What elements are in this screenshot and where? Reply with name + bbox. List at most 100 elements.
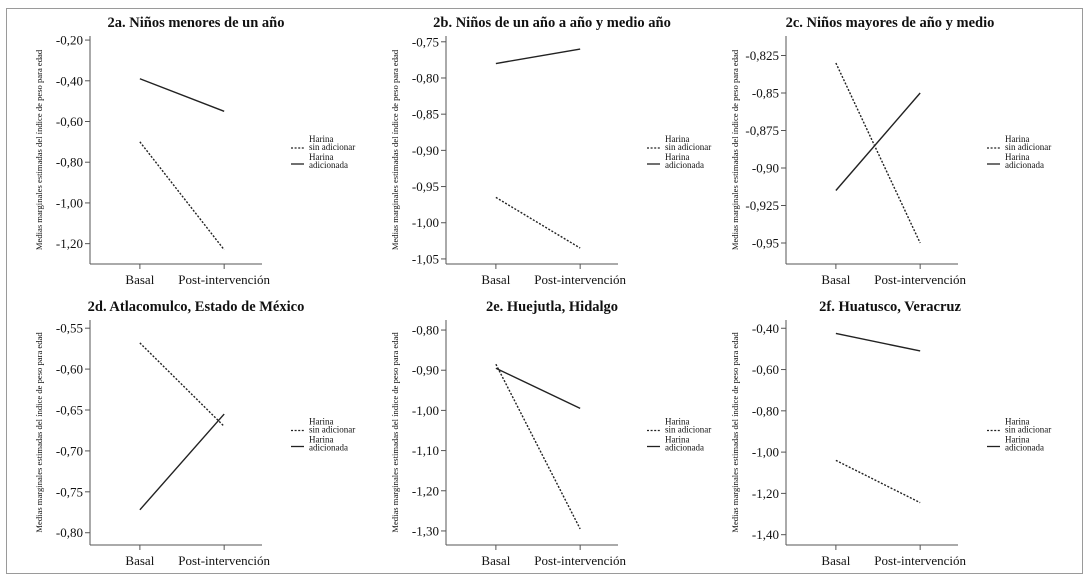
x-tick-label: Basal [821, 272, 850, 287]
legend-label: sin adicionar [665, 142, 711, 152]
panel-title: 2c. Niños mayores de año y medio [786, 15, 995, 31]
x-tick-label: Post-intervención [534, 272, 626, 287]
panel-title: 2d. Atlacomulco, Estado de México [88, 299, 305, 315]
series-adicionada-line [139, 413, 225, 511]
y-tick-label: -0,90 [412, 143, 439, 158]
panel-4: 2d. Atlacomulco, Estado de México -0,55 -0… [34, 299, 355, 568]
y-tick-label: -0,95 [412, 179, 439, 194]
x-tick-label: Basal [481, 553, 510, 568]
x-tick-label: Post-intervención [874, 272, 966, 287]
y-tick-label: -0,85 [412, 107, 439, 122]
panel-1: 2a. Niños menores de un año -0,20 -0,40 -0,… [34, 15, 355, 287]
legend-label: sin adicionar [1005, 425, 1051, 435]
y-tick-label: -1,00 [56, 195, 83, 210]
y-tick-label: -1,20 [752, 486, 779, 501]
y-axis-title: Medias marginales estimadas del índice d… [390, 49, 400, 250]
legend-label: adicionada [309, 443, 348, 453]
y-tick-label: -0,80 [412, 323, 439, 338]
y-tick-label: -0,925 [745, 198, 779, 213]
legend-label: sin adicionar [1005, 142, 1051, 152]
series-adicionada-line [835, 332, 921, 352]
x-tick-label: Post-intervención [178, 272, 270, 287]
y-tick-label: -1,10 [412, 443, 439, 458]
legend-label: sin adicionar [665, 425, 711, 435]
series-sin-adicionar-line [495, 196, 581, 249]
legend-label: adicionada [665, 443, 704, 453]
panel-title: 2f. Huatusco, Veracruz [819, 299, 961, 315]
y-tick-label: -1,00 [412, 403, 439, 418]
y-tick-label: -0,40 [56, 73, 83, 88]
y-tick-label: -0,60 [56, 114, 83, 129]
legend-label: sin adicionar [309, 142, 355, 152]
y-tick-label: -0,875 [745, 123, 779, 138]
y-tick-label: -0,20 [56, 33, 83, 48]
y-tick-label: -0,60 [752, 362, 779, 377]
series-sin-adicionar-line [139, 342, 225, 427]
legend-label: Harina [665, 152, 690, 162]
y-axis-title: Medias marginales estimadas del índice d… [390, 332, 400, 533]
panel-title: 2b. Niños de un año a año y medio año [433, 15, 671, 31]
y-tick-label: -1,30 [412, 523, 439, 538]
y-axis-title: Medias marginales estimadas del índice d… [730, 49, 740, 250]
y-tick-label: -0,65 [56, 403, 83, 418]
panel-2: 2b. Niños de un año a año y medio año -0,… [390, 15, 711, 287]
legend-label: Harina [665, 417, 690, 427]
y-tick-label: -0,80 [412, 70, 439, 85]
y-tick-label: -0,60 [56, 362, 83, 377]
panel-title: 2a. Niños menores de un año [108, 15, 285, 31]
legend-label: Harina [1005, 134, 1030, 144]
legend-label: Harina [1005, 152, 1030, 162]
legend-label: Harina [309, 152, 334, 162]
x-tick-label: Post-intervención [874, 553, 966, 568]
y-tick-label: -0,80 [752, 403, 779, 418]
legend-label: Harina [309, 134, 334, 144]
y-tick-label: -0,70 [56, 443, 83, 458]
legend-label: adicionada [309, 160, 348, 170]
legend-label: adicionada [1005, 443, 1044, 453]
y-tick-label: -0,80 [56, 525, 83, 540]
y-tick-label: -0,75 [56, 484, 83, 499]
y-tick-label: -0,40 [752, 321, 779, 336]
series-adicionada-line [139, 78, 225, 112]
y-tick-label: -0,80 [56, 155, 83, 170]
y-tick-label: -1,00 [752, 445, 779, 460]
y-tick-label: -0,90 [412, 363, 439, 378]
legend-label: Harina [309, 417, 334, 427]
legend-label: Harina [309, 435, 334, 445]
legend-label: Harina [665, 134, 690, 144]
legend-label: adicionada [1005, 160, 1044, 170]
y-tick-label: -1,05 [412, 251, 439, 266]
legend-label: sin adicionar [309, 425, 355, 435]
panel-6: 2f. Huatusco, Veracruz -0,40 -0,60 -0,80 -1,… [730, 299, 1051, 568]
x-tick-label: Basal [481, 272, 510, 287]
x-tick-label: Basal [125, 272, 154, 287]
series-adicionada-line [495, 367, 581, 410]
legend-label: Harina [1005, 435, 1030, 445]
y-tick-label: -0,95 [752, 236, 779, 251]
legend-label: Harina [1005, 417, 1030, 427]
figure-frame [6, 8, 1083, 574]
series-adicionada-line [835, 92, 921, 191]
y-tick-label: -0,55 [56, 321, 83, 336]
y-tick-label: -0,85 [752, 86, 779, 101]
x-tick-label: Post-intervención [534, 553, 626, 568]
y-tick-label: -0,90 [752, 161, 779, 176]
y-tick-label: -1,20 [412, 483, 439, 498]
y-tick-label: -1,40 [752, 527, 779, 542]
series-sin-adicionar-line [139, 141, 225, 251]
y-tick-label: -1,00 [412, 215, 439, 230]
x-tick-label: Basal [125, 553, 154, 568]
y-tick-label: -0,75 [412, 34, 439, 49]
panel-3: 2c. Niños mayores de año y medio -0,825 -0… [730, 15, 1051, 287]
y-axis-title: Medias marginales estimadas del índice d… [34, 49, 44, 250]
series-sin-adicionar-line [835, 62, 921, 244]
panel-title: 2e. Huejutla, Hidalgo [486, 299, 618, 315]
legend-label: adicionada [665, 160, 704, 170]
